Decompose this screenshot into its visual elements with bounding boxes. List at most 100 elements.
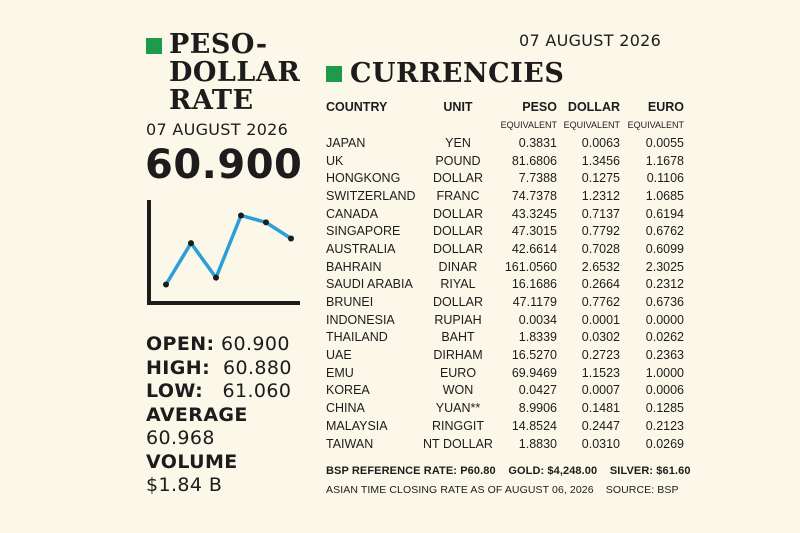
cell-country: SWITZERLAND [326,188,416,203]
cell-country: BRUNEI [326,295,374,310]
closing-rate-note: ASIAN TIME CLOSING RATE AS OF AUGUST 06,… [326,484,594,496]
cell-unit: RIYAL [440,277,476,292]
cell-peso: 81.6806 [511,153,557,168]
cell-country: INDONESIA [326,312,395,327]
cell-dollar: 0.0001 [581,312,620,327]
rate-date: 07 AUGUST 2026 [146,120,289,139]
table-subheader-row: EQUIVALENT EQUIVALENT EQUIVALENT [326,115,684,134]
volume-label: VOLUME [146,450,238,473]
volume-value: $1.84 B [146,474,223,496]
cell-euro: 0.6736 [645,295,684,310]
title-line-3: RATE [169,85,254,116]
trend-point [263,219,269,226]
trend-point [163,281,169,288]
cell-peso: 8.9906 [518,401,557,416]
cell-country: KOREA [326,383,370,398]
cell-peso: 69.9469 [511,365,557,380]
table-row: CANADA DOLLAR 43.3245 0.7137 0.6194 [326,205,684,223]
high-stat: HIGH: 60.880 [146,357,316,381]
cell-dollar: 0.7137 [581,206,620,221]
low-stat: LOW: 61.060 [146,380,316,404]
cell-dollar: 0.0302 [581,330,620,345]
trend-point [238,212,244,219]
cell-peso: 43.3245 [511,206,557,221]
cell-dollar: 0.2664 [581,277,620,292]
cell-dollar: 0.0063 [581,135,620,150]
cell-country: MALAYSIA [326,418,388,433]
cell-country: THAILAND [326,330,388,345]
table-row: UK POUND 81.6806 1.3456 1.1678 [326,152,684,170]
cell-dollar: 0.1481 [581,401,620,416]
cell-unit: YEN [445,135,471,150]
cell-country: CANADA [326,206,379,221]
cell-dollar: 2.6532 [581,259,620,274]
cell-dollar: 1.3456 [581,153,620,168]
cell-dollar: 0.7028 [581,241,620,256]
trend-line [164,213,292,286]
col-peso-sub: EQUIVALENT [500,119,557,130]
cell-unit: DOLLAR [432,171,484,186]
table-row: INDONESIA RUPIAH 0.0034 0.0001 0.0000 [326,311,684,329]
currencies-accent-square [326,66,342,82]
cell-euro: 0.2312 [645,277,684,292]
col-peso: PESO [522,99,557,114]
cell-country: HONGKONG [326,171,401,186]
cell-peso: 7.7388 [518,171,557,186]
cell-euro: 1.1678 [645,153,684,168]
title-accent-square [146,38,162,54]
cell-euro: 1.0685 [645,188,684,203]
cell-peso: 1.8339 [518,330,557,345]
cell-euro: 0.1106 [646,171,684,186]
cell-unit: BAHT [441,330,475,345]
cell-country: UAE [326,348,352,363]
cell-dollar: 0.1275 [581,171,620,186]
open-value: 60.900 [221,333,290,355]
cell-peso: 47.1179 [512,295,557,310]
trend-point [188,240,194,247]
table-row: BRUNEI DOLLAR 47.1179 0.7762 0.6736 [326,293,684,311]
cell-peso: 0.3831 [518,135,557,150]
cell-dollar: 0.2447 [581,418,620,433]
cell-country: SINGAPORE [326,224,401,239]
cell-country: AUSTRALIA [326,241,396,256]
table-row: SAUDI ARABIA RIYAL 16.1686 0.2664 0.2312 [326,276,684,294]
closing-rate: 60.900 [145,142,303,188]
cell-unit: RUPIAH [434,312,482,327]
cell-unit: NT DOLLAR [423,436,493,451]
cell-unit: DOLLAR [432,241,484,256]
col-euro-sub: EQUIVALENT [627,119,684,130]
cell-euro: 0.2123 [645,418,684,433]
title-line-2: DOLLAR [169,57,301,88]
cell-peso: 16.1686 [511,277,557,292]
cell-country: SAUDI ARABIA [326,277,413,292]
cell-dollar: 0.7762 [581,295,620,310]
cell-country: CHINA [326,401,365,416]
cell-country: JAPAN [326,135,366,150]
cell-peso: 1.8830 [518,436,557,451]
cell-dollar: 1.1523 [581,365,620,380]
cell-country: BAHRAIN [326,259,382,274]
cell-euro: 0.0262 [645,330,684,345]
currencies-title: CURRENCIES [350,58,565,89]
cell-euro: 0.6099 [645,241,684,256]
table-row: CHINA YUAN** 8.9906 0.1481 0.1285 [326,399,684,417]
cell-unit: WON [442,383,474,398]
silver-price: SILVER: $61.60 [609,465,691,477]
table-row: UAE DIRHAM 16.5270 0.2723 0.2363 [326,346,684,364]
cell-unit: DINAR [438,259,478,274]
table-row: JAPAN YEN 0.3831 0.0063 0.0055 [326,134,684,152]
cell-peso: 0.0034 [518,312,557,327]
cell-unit: YUAN** [435,401,481,416]
cell-peso: 0.0427 [518,383,557,398]
table-row: SINGAPORE DOLLAR 47.3015 0.7792 0.6762 [326,222,684,240]
table-row: BAHRAIN DINAR 161.0560 2.6532 2.3025 [326,258,684,276]
table-row: EMU EURO 69.9469 1.1523 1.0000 [326,364,684,382]
cell-dollar: 1.2312 [581,188,620,203]
cell-unit: FRANC [436,188,480,203]
cell-country: EMU [326,365,354,380]
cell-euro: 0.0006 [645,383,684,398]
col-euro: EURO [647,99,684,114]
high-label: HIGH: [146,356,211,379]
cell-peso: 47.3015 [511,224,557,239]
col-dollar-sub: EQUIVALENT [563,119,620,130]
